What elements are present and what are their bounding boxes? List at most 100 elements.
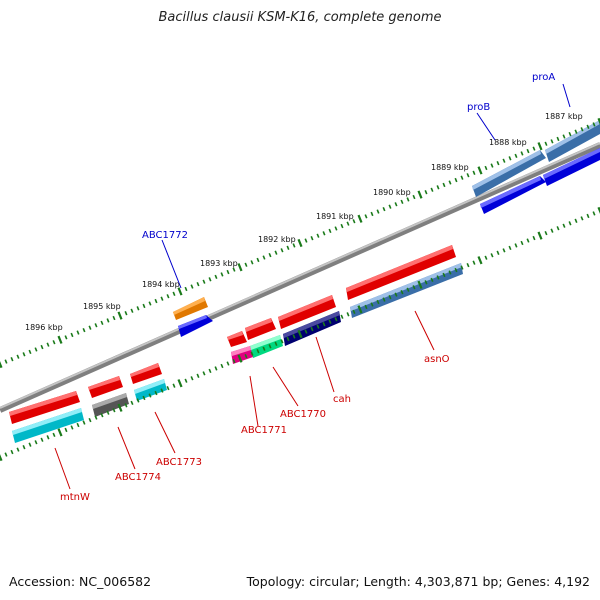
gene-label-proB[interactable]: proB [467, 102, 490, 113]
gene-label-ABC1772[interactable]: ABC1772 [142, 230, 188, 241]
gene-proB-shape[interactable] [472, 150, 546, 197]
gene-label-ABC1770[interactable]: ABC1770 [280, 409, 326, 420]
kbp-tick [592, 122, 596, 127]
gene-label-mtnW[interactable]: mtnW [60, 492, 90, 503]
kbp-tick [597, 206, 600, 214]
kbp-tick [64, 427, 68, 433]
kbp-label: 1896 kbp [25, 323, 63, 332]
kbp-tick [586, 213, 590, 219]
kbp-label: 1892 kbp [258, 235, 296, 244]
kbp-tick [34, 440, 38, 445]
gene-ABC1772-orange-shape[interactable] [173, 297, 208, 320]
kbp-tick [22, 445, 26, 450]
kbp-tick [508, 156, 512, 161]
gene-asnO-blue-shape[interactable] [350, 263, 463, 318]
gene-label-asnO[interactable]: asnO [424, 354, 450, 365]
kbp-tick [357, 214, 363, 223]
kbp-tick [448, 270, 452, 275]
kbp-tick [250, 260, 254, 265]
gene-label-ABC1773[interactable]: ABC1773 [156, 457, 202, 468]
kbp-tick [28, 442, 32, 447]
gene-ABC1774-gray-shape[interactable] [92, 393, 129, 417]
kbp-tick [136, 306, 140, 311]
kbp-tick [430, 277, 434, 283]
kbp-tick [106, 318, 110, 323]
gene-label-ABC1771[interactable]: ABC1771 [241, 425, 287, 436]
kbp-tick [484, 255, 488, 260]
kbp-tick [292, 243, 296, 248]
kbp-tick [364, 214, 368, 219]
kbp-tick [454, 267, 458, 273]
gene-proA-shape[interactable] [545, 120, 600, 162]
gene-label-cah[interactable]: cah [333, 394, 351, 405]
gene-labels: proA proB ABC1772 asnO cah ABC1770 ABC17… [60, 72, 555, 503]
kbp-tick [232, 358, 236, 364]
kbp-tick [370, 302, 374, 307]
kbp-tick [268, 252, 272, 258]
kbp-tick [172, 383, 176, 388]
kbp-tick [562, 223, 566, 228]
gene-mtnW-red-shape[interactable] [9, 391, 80, 424]
kbp-tick [490, 253, 494, 258]
kbp-tick [424, 190, 428, 195]
kbp-tick [310, 326, 314, 332]
kbp-tick [226, 361, 230, 366]
gene-ABC1773-red-shape[interactable] [130, 363, 162, 384]
kbp-tick [586, 124, 590, 129]
gene-label-proA[interactable]: proA [532, 72, 555, 83]
kbp-tick [417, 280, 423, 289]
kbp-tick [166, 385, 170, 391]
kbp-tick [16, 447, 20, 452]
kbp-tick [46, 435, 50, 440]
gene-ABC1773-cyan-shape[interactable] [134, 379, 167, 401]
kbp-tick [52, 432, 56, 438]
gene-ABC1774-red-shape[interactable] [88, 376, 123, 398]
kbp-tick [472, 170, 476, 175]
gene-mtnW-cyan-shape[interactable] [12, 408, 84, 443]
kbp-tick [94, 415, 98, 420]
kbp-tick [340, 314, 344, 319]
kbp-tick [580, 127, 584, 132]
kbp-tick [214, 366, 218, 371]
kbp-tick [340, 223, 344, 229]
kbp-tick [310, 236, 314, 241]
kbp-tick [477, 256, 483, 265]
gene-ABC1770-green-shape[interactable] [250, 335, 283, 358]
kbp-tick [502, 248, 506, 253]
kbp-tick [436, 275, 440, 280]
kbp-tick [100, 413, 104, 418]
kbp-tick [0, 454, 3, 462]
kbp-labels: 1896 kbp 1895 kbp 1894 kbp 1893 kbp 1892… [25, 112, 583, 332]
genome-backbone [0, 142, 600, 413]
kbp-tick [0, 361, 3, 369]
kbp-tick [262, 346, 266, 351]
kbp-tick [208, 368, 212, 374]
gene-proB-blue-shape[interactable] [480, 176, 546, 214]
gene-cah-red-shape[interactable] [278, 295, 336, 329]
kbp-tick [460, 265, 464, 270]
gene-proA-blue-shape[interactable] [543, 148, 600, 186]
gene-label-ABC1774[interactable]: ABC1774 [115, 472, 161, 483]
kbp-tick [297, 329, 303, 339]
kbp-tick [136, 398, 140, 403]
kbp-tick [196, 281, 200, 287]
kbp-tick [46, 342, 50, 347]
kbp-tick [496, 160, 500, 166]
kbp-tick [177, 379, 183, 388]
kbp-tick [550, 228, 554, 233]
gene-ABC1771-pink-shape[interactable] [231, 346, 253, 364]
gene-asnO-red-shape[interactable] [346, 245, 456, 300]
kbp-tick [502, 158, 506, 163]
kbp-tick [52, 340, 56, 345]
kbp-tick [508, 245, 512, 251]
gene-ABC1770-red-shape[interactable] [245, 318, 276, 340]
gene-ABC1772-blue-shape[interactable] [178, 315, 213, 337]
kbp-tick [82, 420, 86, 425]
kbp-tick [94, 323, 98, 328]
kbp-tick [34, 347, 38, 352]
kbp-tick [400, 199, 404, 205]
gene-ABC1771-red-shape[interactable] [227, 331, 247, 347]
kbp-tick [304, 329, 308, 334]
kbp-tick [100, 320, 104, 326]
